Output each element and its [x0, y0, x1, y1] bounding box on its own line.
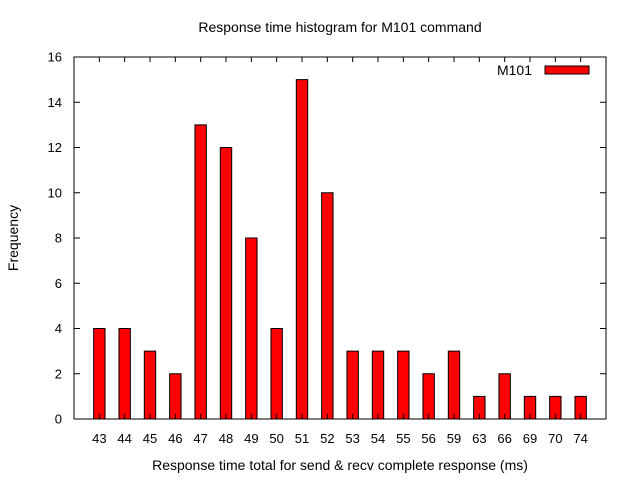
ticks-layer: 43 44 45 46 47 48 49 50 51 52 53 54 55 56 59 63 66 69 70 74… [48, 50, 606, 446]
x-tick-label-66: 66 [497, 431, 511, 446]
x-tick-label-70: 70 [548, 431, 562, 446]
bar-52 [321, 192, 334, 420]
x-tick-label-50: 50 [269, 431, 283, 446]
x-tick-label-44: 44 [117, 431, 131, 446]
bar-49 [245, 237, 258, 420]
x-tick-label-69: 69 [523, 431, 537, 446]
y-axis-label: Frequency [5, 205, 21, 271]
legend-label: M101 [497, 62, 532, 78]
y-tick-label-8: 8 [55, 231, 62, 246]
x-tick-label-53: 53 [345, 431, 359, 446]
bar-45 [143, 350, 157, 420]
plot-frame [73, 56, 607, 420]
x-tick-label-54: 54 [371, 431, 385, 446]
y-tick-label-4: 4 [55, 321, 62, 336]
x-tick-label-56: 56 [421, 431, 435, 446]
y-tick-label-16: 16 [48, 50, 62, 65]
y-tick-label-6: 6 [55, 276, 62, 291]
bar-43 [93, 328, 106, 420]
bar-55 [397, 350, 410, 420]
bar-46 [169, 373, 182, 420]
x-tick-label-48: 48 [219, 431, 233, 446]
bar-44 [118, 328, 131, 420]
x-tick-label-74: 74 [573, 431, 587, 446]
x-tick-label-49: 49 [244, 431, 258, 446]
bars-layer [93, 79, 587, 420]
x-tick-label-63: 63 [472, 431, 486, 446]
legend: M101 [497, 62, 590, 78]
bar-66 [498, 373, 511, 420]
bar-48 [219, 147, 233, 420]
y-tick-label-14: 14 [48, 95, 62, 110]
y-tick-label-12: 12 [48, 140, 62, 155]
bar-51 [295, 79, 309, 420]
legend-swatch [544, 65, 590, 75]
bar-47 [194, 124, 207, 420]
x-tick-label-45: 45 [143, 431, 157, 446]
x-tick-label-51: 51 [295, 431, 309, 446]
y-tick-label-10: 10 [48, 185, 62, 200]
x-tick-label-46: 46 [168, 431, 182, 446]
bar-56 [422, 373, 435, 420]
x-tick-label-47: 47 [193, 431, 207, 446]
x-tick-label-59: 59 [447, 431, 461, 446]
bar-59 [447, 350, 461, 420]
x-axis-label: Response time total for send & recv comp… [152, 457, 528, 473]
bar-54 [371, 350, 385, 420]
x-tick-label-52: 52 [320, 431, 334, 446]
y-tick-label-2: 2 [55, 366, 62, 381]
chart-title: Response time histogram for M101 command [198, 19, 481, 35]
bar-50 [270, 328, 283, 420]
x-tick-label-43: 43 [92, 431, 106, 446]
y-tick-label-0: 0 [55, 412, 62, 427]
bar-53 [346, 350, 359, 420]
x-tick-label-55: 55 [396, 431, 410, 446]
